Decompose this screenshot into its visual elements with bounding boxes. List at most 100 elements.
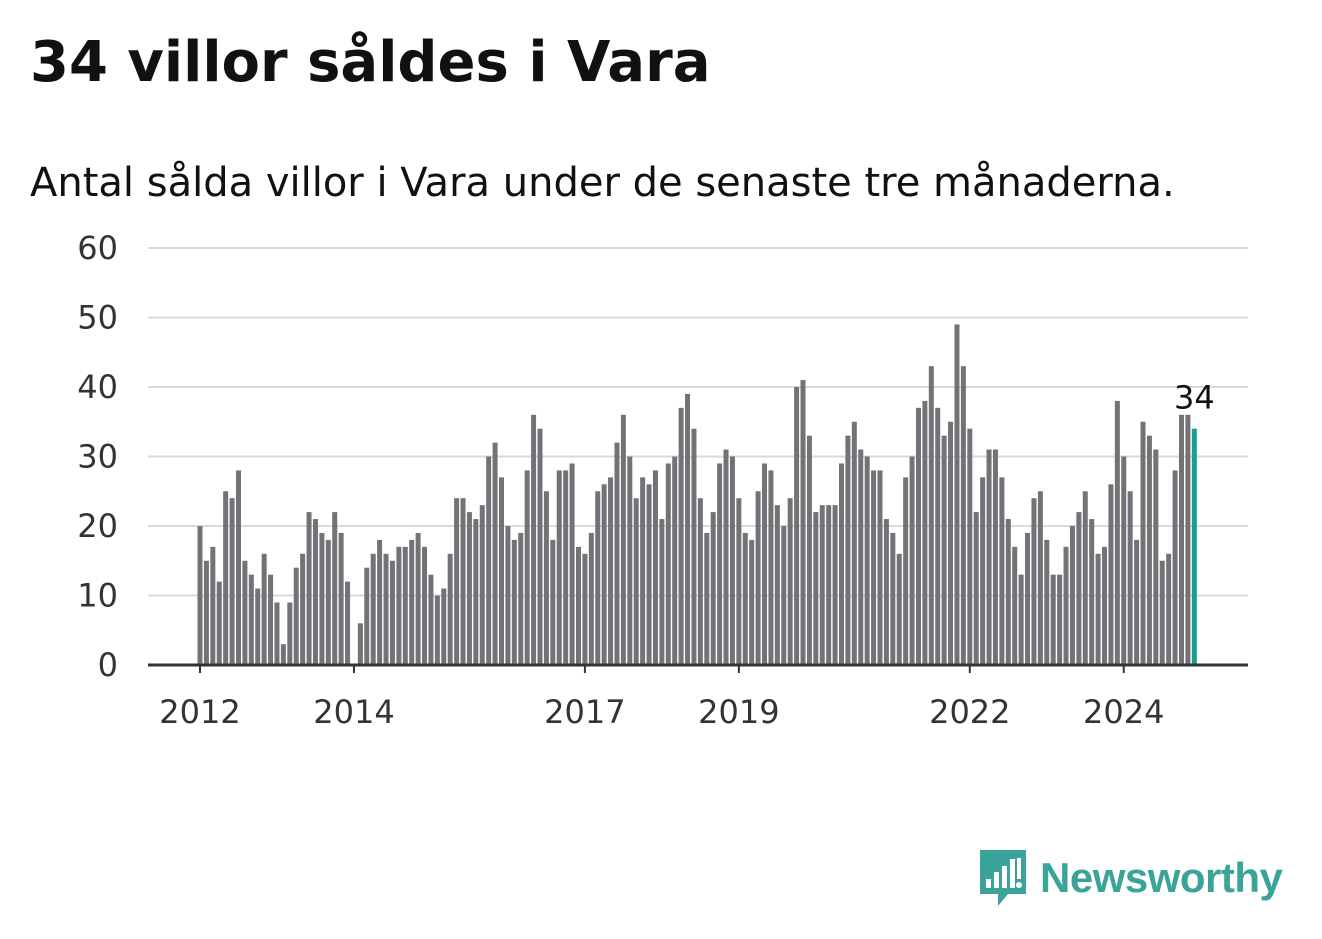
bar (473, 519, 479, 665)
chart-title: 34 villor såldes i Vara (30, 30, 711, 95)
bar (1153, 449, 1159, 665)
bar (915, 407, 921, 665)
bar (1095, 553, 1101, 665)
bar (646, 484, 652, 665)
bar (364, 567, 370, 665)
bar (832, 505, 838, 665)
bar (935, 407, 941, 665)
bar (1185, 414, 1191, 665)
bar (274, 602, 280, 665)
bar (768, 470, 774, 665)
bar (781, 526, 787, 665)
bar (300, 553, 306, 665)
y-axis-labels: 0 10 20 30 40 50 60 (77, 229, 118, 684)
bar (197, 526, 203, 665)
bar (1031, 498, 1037, 665)
bar (960, 366, 966, 665)
bar (1089, 519, 1095, 665)
bar (1037, 491, 1043, 665)
bar (248, 574, 254, 665)
bar (826, 505, 832, 665)
bar (1044, 539, 1050, 665)
bar (967, 428, 973, 665)
bar (928, 366, 934, 665)
bar (973, 512, 979, 665)
bar (223, 491, 229, 665)
bar (1172, 470, 1178, 665)
chart-subtitle: Antal sålda villor i Vara under de senas… (30, 160, 1175, 206)
highlight-value-label: 34 (1174, 379, 1215, 417)
bar (242, 560, 248, 665)
bar (704, 532, 710, 665)
bar (723, 449, 729, 665)
bar (845, 435, 851, 665)
bar (210, 546, 216, 665)
brand-logo: Newsworthy (978, 846, 1283, 910)
y-tick-label: 10 (77, 577, 118, 615)
bar (537, 428, 543, 665)
bar (511, 539, 517, 665)
x-tick-label: 2022 (929, 693, 1010, 731)
bar (338, 532, 344, 665)
bar (1178, 414, 1184, 665)
bar-chart-speech-bubble-icon (980, 850, 1026, 906)
bar (627, 456, 633, 665)
bar (1166, 553, 1172, 665)
bar (608, 477, 614, 665)
bar (633, 498, 639, 665)
bar (794, 387, 800, 665)
bar (800, 380, 806, 665)
bar (569, 463, 575, 665)
highlight-bar (1191, 428, 1197, 665)
bar (685, 393, 691, 665)
bar (742, 532, 748, 665)
bar (556, 470, 562, 665)
bar (229, 498, 235, 665)
bar (762, 463, 768, 665)
bar (871, 470, 877, 665)
bar (877, 470, 883, 665)
bar (312, 519, 318, 665)
bar (319, 532, 325, 665)
bar (787, 498, 793, 665)
bar (441, 588, 447, 665)
bar (691, 428, 697, 665)
bar (492, 442, 498, 665)
bar (486, 456, 492, 665)
y-tick-label: 0 (98, 646, 118, 684)
bar (1114, 400, 1120, 665)
bar (992, 449, 998, 665)
bar (1005, 519, 1011, 665)
bar (235, 470, 241, 665)
bar (428, 574, 434, 665)
bar (1102, 546, 1108, 665)
bar (460, 498, 466, 665)
x-axis-ticks: 2012 2014 2017 2019 2022 2024 (159, 665, 1164, 731)
bar (858, 449, 864, 665)
bar (941, 435, 947, 665)
bar (903, 477, 909, 665)
bar (479, 505, 485, 665)
bar (447, 553, 453, 665)
bar (402, 546, 408, 665)
bar (1076, 512, 1082, 665)
bar (1069, 526, 1075, 665)
bar (434, 595, 440, 665)
bar (543, 491, 549, 665)
bar (729, 456, 735, 665)
bar (454, 498, 460, 665)
bar (216, 581, 222, 665)
bar (652, 470, 658, 665)
bar (986, 449, 992, 665)
bar (749, 539, 755, 665)
y-tick-label: 30 (77, 438, 118, 476)
bar (813, 512, 819, 665)
bar (896, 553, 902, 665)
bar (396, 546, 402, 665)
bar (954, 324, 960, 665)
bar (563, 470, 569, 665)
bar (883, 519, 889, 665)
bar (466, 512, 472, 665)
bars (197, 324, 1197, 665)
bar (415, 532, 421, 665)
